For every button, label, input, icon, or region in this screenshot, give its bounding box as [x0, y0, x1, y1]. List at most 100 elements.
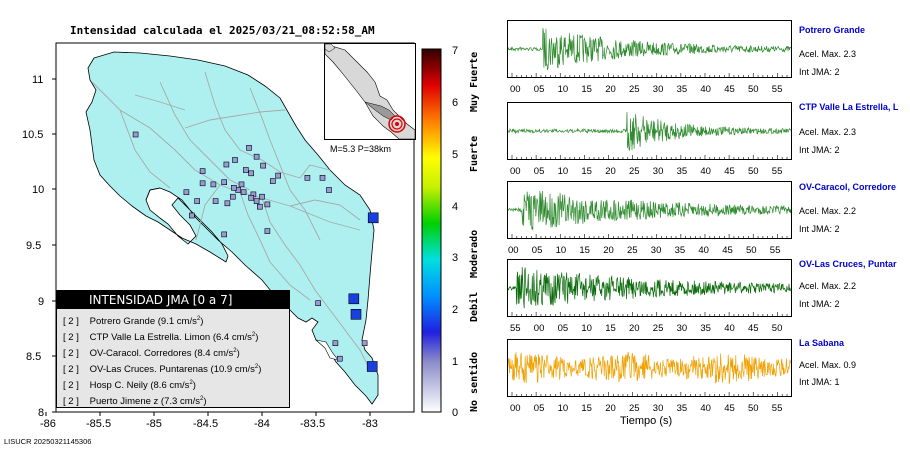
legend-level: [ 2 ]	[63, 364, 79, 376]
legend-unit: cm/s	[179, 396, 200, 408]
station-marker	[243, 167, 249, 173]
colorbar-tick: 1	[452, 356, 458, 368]
colorbar-category: Moderado	[469, 230, 480, 278]
legend-unit: cm/s	[213, 348, 234, 360]
station-marker	[230, 193, 236, 200]
legend-unit: cm/s	[231, 332, 252, 344]
station-marker	[223, 161, 230, 168]
station-marker	[269, 178, 276, 184]
waveform-line	[507, 351, 792, 384]
station-marker	[199, 180, 206, 187]
trace-jma: Int JMA: 2	[799, 145, 840, 155]
station-marker	[221, 179, 227, 185]
station-marker	[246, 145, 252, 151]
station-marker	[212, 198, 219, 204]
legend-level: [ 2 ]	[63, 348, 79, 360]
legend-unit-exp: 2	[233, 348, 237, 354]
legend-close: )	[255, 332, 259, 344]
legend-level: [ 2 ]	[63, 316, 79, 328]
station-marker	[304, 175, 311, 181]
station-marker	[194, 198, 200, 204]
station-marker	[264, 201, 271, 208]
legend-station: Potrero Grande (9.1	[89, 316, 175, 328]
legend-unit: cm/s	[176, 316, 197, 328]
station-marker	[336, 355, 343, 362]
map-xtick-label: -86	[40, 418, 56, 430]
legend-station: Puerto Jimene z (7.3	[89, 396, 178, 408]
intensity-legend: INTENSIDAD JMA [0 a 7] [ 2 ] Potrero Gra…	[56, 290, 290, 408]
colorbar-category: Debil	[468, 292, 480, 322]
trace-jma: Int JMA: 2	[799, 224, 840, 234]
station-marker	[224, 200, 231, 207]
station-markers	[132, 131, 379, 372]
map-xtick-label: -85	[146, 418, 162, 430]
legend-row: [ 2 ] OV-Las Cruces. Puntarenas (10.9 cm…	[63, 364, 261, 375]
inset-map-svg	[325, 44, 415, 139]
station-marker	[366, 361, 378, 372]
station-marker	[315, 300, 322, 307]
colorbar-gradient	[421, 48, 442, 413]
waveform	[507, 190, 792, 238]
legend-unit-exp: 2	[200, 396, 204, 402]
trace-station-name: OV-Caracol, Corredore	[799, 182, 897, 192]
station-marker	[238, 181, 245, 188]
trace-acel-max: Acel. Max. 2.3	[799, 127, 857, 137]
map-xtick-label: -83	[362, 418, 378, 430]
legend-level: [ 2 ]	[63, 380, 79, 392]
colorbar-category: Muy Fuerte	[469, 52, 480, 112]
legend-station: OV-Caracol. Corredores (8.4	[89, 348, 211, 360]
nicoya-coast	[145, 187, 161, 201]
station-marker	[319, 175, 326, 181]
waveform-line	[507, 112, 792, 151]
event-magnitude-depth: M=5.3 P=38km	[330, 144, 392, 154]
colorbar-tick: 7	[452, 45, 458, 57]
legend-unit-exp: 2	[189, 380, 193, 386]
colorbar-tick: 6	[452, 97, 458, 109]
legend-close: )	[203, 396, 207, 408]
waveform-line	[507, 190, 792, 231]
trace-acel-max: Acel. Max. 2.2	[799, 206, 857, 216]
station-marker	[231, 185, 237, 191]
station-marker	[264, 228, 271, 234]
trace-xaxis-label: Tiempo (s)	[620, 415, 673, 427]
trace-panel-ov-caracol	[507, 181, 792, 239]
trace-acel-max: Acel. Max. 2.3	[799, 49, 857, 59]
map-xtick-label: -84	[254, 418, 270, 430]
trace-acel-max: Acel. Max. 0.9	[799, 360, 857, 370]
legend-unit: cm/s	[169, 380, 190, 392]
map-ytick-label: 11	[32, 74, 43, 86]
legend-row: [ 2 ] Hosp C. Neily (8.6 cm/s2)	[63, 380, 196, 391]
trace-station-name: La Sabana	[799, 338, 845, 348]
station-marker	[361, 340, 368, 347]
map-ytick-label: 9	[38, 296, 44, 308]
colorbar-category: No sentido	[468, 352, 480, 412]
station-marker	[232, 157, 238, 163]
waveform	[507, 112, 792, 159]
station-marker	[240, 189, 247, 195]
station-marker	[189, 212, 195, 219]
station-marker	[253, 198, 260, 204]
colorbar-tick: 0	[452, 407, 458, 419]
waveform	[507, 28, 792, 77]
legend-close: )	[236, 348, 240, 360]
costa-rica-landmass	[85, 51, 379, 405]
footer-id: LISUCR 20250321145306	[4, 437, 92, 446]
colorbar-tick: 5	[452, 149, 458, 161]
station-marker	[259, 193, 265, 200]
legend-unit-exp: 2	[254, 364, 259, 370]
colorbar-tick: 2	[452, 304, 458, 316]
inset-map	[324, 43, 416, 140]
map-ytick-label: 8	[38, 407, 44, 419]
trace-station-name: CTP Valle La Estrella, L	[799, 102, 899, 112]
legend-close: )	[192, 380, 196, 392]
map-axis-ticks	[45, 78, 371, 416]
legend-station: Hosp C. Neily (8.6	[89, 380, 167, 392]
station-marker	[275, 172, 282, 179]
trace-station-name: Potrero Grande	[799, 25, 866, 35]
waveform	[507, 351, 792, 396]
map-ytick-label: 8.5	[26, 351, 41, 363]
waveform-line	[507, 267, 792, 309]
trace-panel-la-sabana	[507, 339, 792, 397]
map-xtick-label: -83.5	[300, 418, 325, 430]
